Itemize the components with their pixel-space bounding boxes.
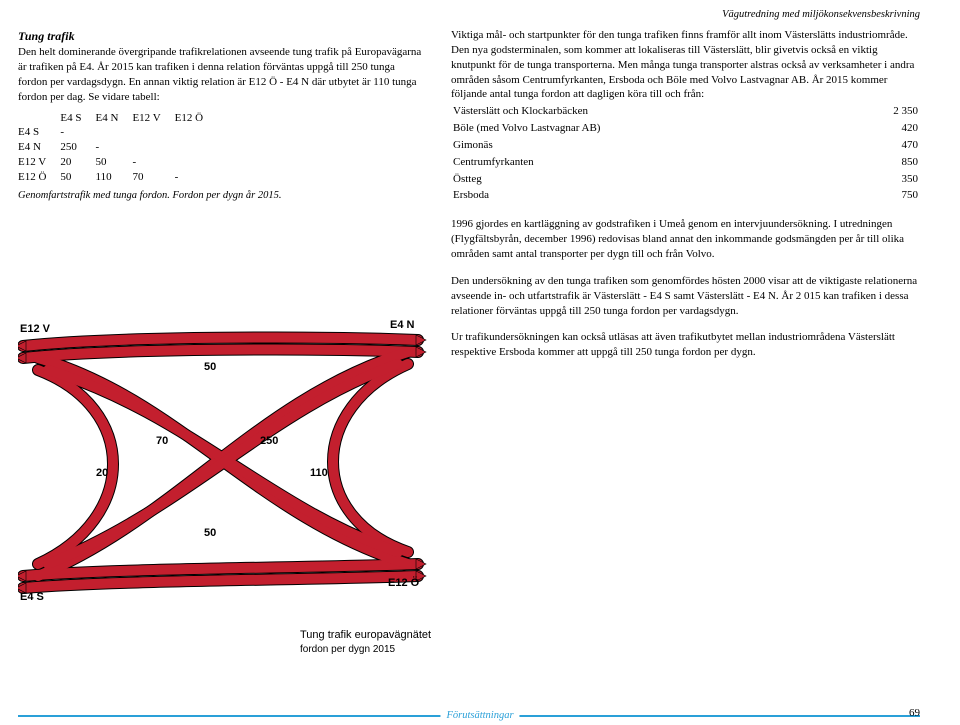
table-row: Gimonäs470 — [453, 138, 918, 153]
table-row: Ersboda750 — [453, 188, 918, 203]
table-row: Östteg350 — [453, 172, 918, 187]
label-20: 20 — [96, 466, 108, 481]
caption-line1: Tung trafik europavägnätet — [300, 628, 431, 643]
interchange-diagram: E12 V E4 N E4 S E12 Ö 50 50 70 250 110 2… — [18, 318, 438, 618]
right-paragraph-1: Viktiga mål- och startpunkter för den tu… — [451, 28, 920, 102]
header-right: Vägutredning med miljökonsekvensbeskrivn… — [722, 8, 920, 22]
column-right: Viktiga mål- och startpunkter för den tu… — [451, 28, 920, 360]
traffic-table: E4 S E4 N E12 V E12 Ö E4 S- E4 N250- E12… — [18, 111, 217, 185]
table-caption: Genomfartstrafik med tunga fordon. Fordo… — [18, 189, 423, 203]
table-row: E12 Ö5011070- — [18, 170, 217, 185]
interchange-svg — [18, 318, 438, 618]
section-title: Tung trafik — [18, 28, 423, 44]
label-70: 70 — [156, 434, 168, 449]
destination-table: Västerslätt och Klockarbäcken2 350 Böle … — [451, 102, 920, 205]
label-50a: 50 — [204, 360, 216, 375]
caption-line2: fordon per dygn 2015 — [300, 643, 431, 657]
label-e4n: E4 N — [390, 318, 414, 333]
label-110: 110 — [310, 466, 328, 481]
right-paragraph-3: Den undersökning av den tunga trafiken s… — [451, 274, 920, 319]
table-row: Böle (med Volvo Lastvagnar AB)420 — [453, 121, 918, 136]
table-row: E4 S- — [18, 125, 217, 140]
label-e12v: E12 V — [20, 322, 50, 337]
column-left: Tung trafik Den helt dominerande övergri… — [18, 28, 423, 360]
label-e12o: E12 Ö — [388, 576, 419, 591]
page-number: 69 — [909, 706, 920, 721]
table-row: E12 V2050- — [18, 155, 217, 170]
label-e4s: E4 S — [20, 590, 44, 605]
table-row: Västerslätt och Klockarbäcken2 350 — [453, 104, 918, 119]
table-row: Centrumfyrkanten850 — [453, 155, 918, 170]
table-row: E4 S E4 N E12 V E12 Ö — [18, 111, 217, 126]
footer-section-name: Förutsättningar — [440, 709, 519, 723]
main-columns: Tung trafik Den helt dominerande övergri… — [18, 28, 920, 360]
right-paragraph-2: 1996 gjordes en kartläggning av godstraf… — [451, 217, 920, 262]
footer: Förutsättningar — [0, 715, 960, 717]
label-250: 250 — [260, 434, 278, 449]
left-paragraph-1: Den helt dominerande övergripande trafik… — [18, 45, 423, 104]
diagram-caption: Tung trafik europavägnätet fordon per dy… — [300, 628, 431, 656]
label-50b: 50 — [204, 526, 216, 541]
right-paragraph-4: Ur trafikundersökningen kan också utläsa… — [451, 330, 920, 360]
table-row: E4 N250- — [18, 140, 217, 155]
